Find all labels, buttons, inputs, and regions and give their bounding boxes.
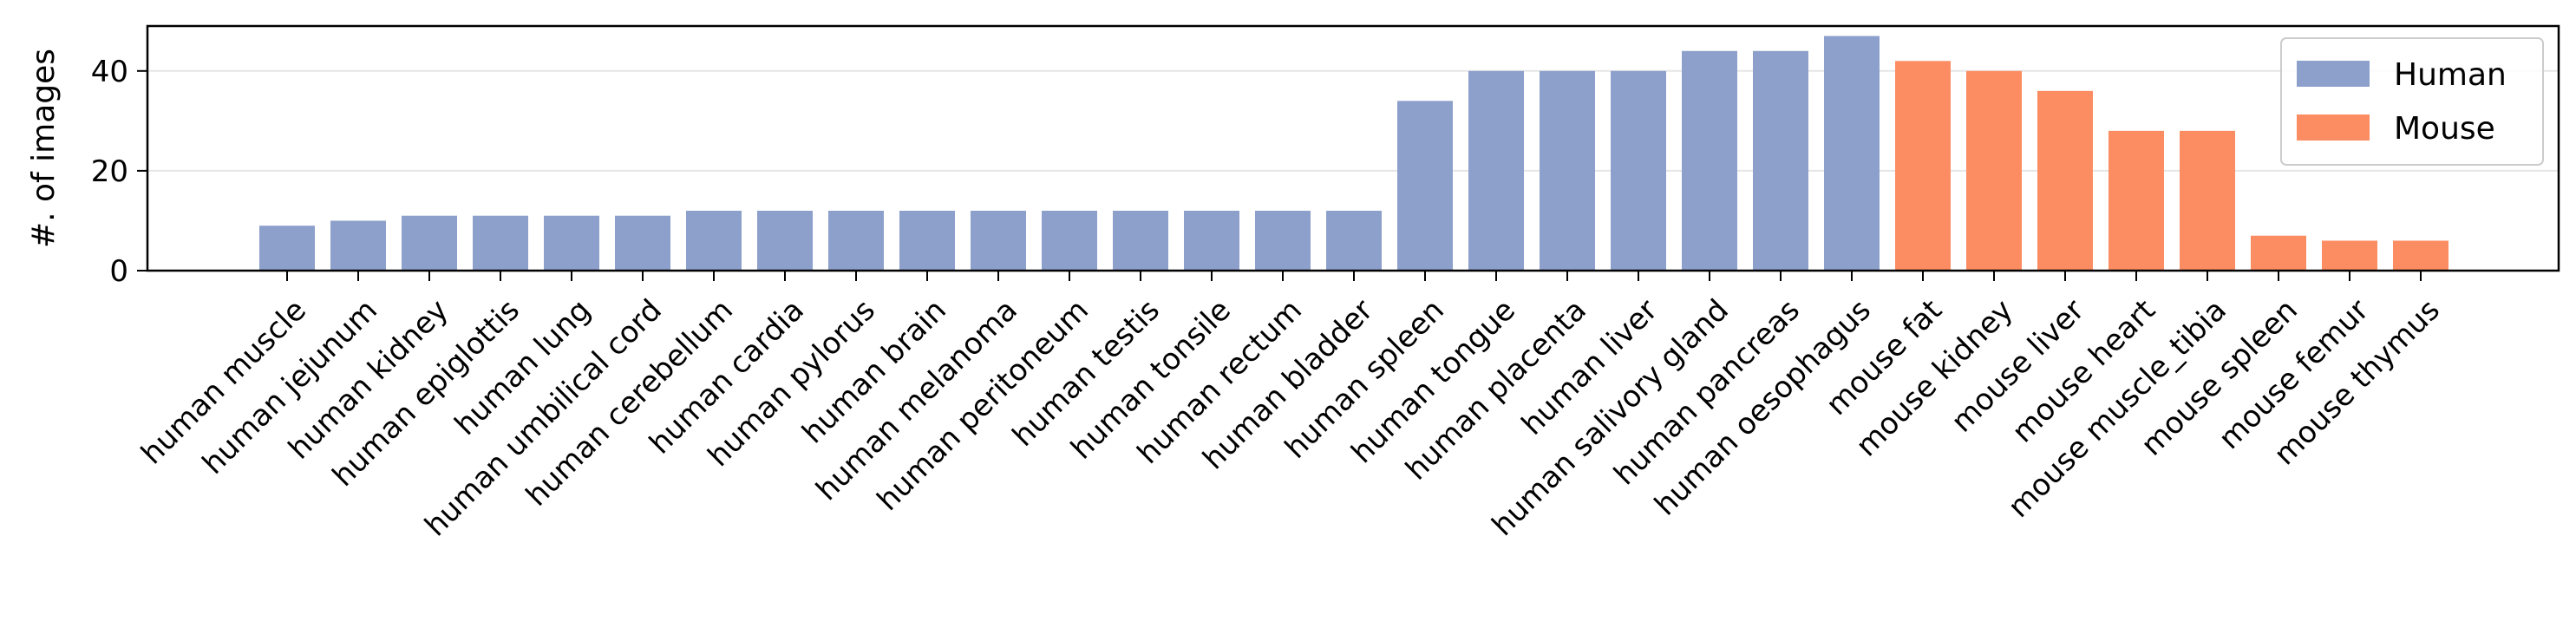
y-tick-label: 40 <box>91 55 128 89</box>
bar <box>1611 70 1666 271</box>
bars <box>259 36 2449 271</box>
bar <box>2393 240 2449 271</box>
y-axis-ticks: 0 20 40 <box>91 55 147 289</box>
bar <box>971 210 1026 271</box>
bar <box>330 220 386 271</box>
bar <box>2109 130 2164 271</box>
bar <box>1753 50 1808 271</box>
bar <box>402 215 457 271</box>
bar <box>899 210 955 271</box>
bar <box>1113 210 1168 271</box>
legend-items: Human Mouse <box>2297 57 2507 147</box>
bar <box>2037 90 2093 271</box>
bar <box>1966 70 2022 271</box>
bar <box>473 215 528 271</box>
legend-label: Human <box>2394 57 2507 93</box>
bar <box>1824 36 1880 271</box>
bar <box>615 215 670 271</box>
legend-swatch <box>2297 61 2370 87</box>
bar <box>1255 210 1311 271</box>
bar <box>1540 70 1595 271</box>
bar <box>2322 240 2377 271</box>
y-tick-label: 20 <box>91 154 128 189</box>
bar <box>2251 235 2306 271</box>
y-tick-label: 0 <box>109 254 128 289</box>
bar <box>259 226 315 271</box>
bar <box>544 215 599 271</box>
bar <box>2180 130 2235 271</box>
bar <box>1397 101 1453 271</box>
bar <box>1042 210 1097 271</box>
bar <box>1682 50 1737 271</box>
bar <box>1895 61 1951 271</box>
bar <box>1326 210 1382 271</box>
bar <box>757 210 813 271</box>
legend-swatch <box>2297 114 2370 141</box>
bar <box>686 210 742 271</box>
bar <box>1184 210 1239 271</box>
legend: Human Mouse <box>2280 37 2544 166</box>
y-axis-title: #. of images <box>26 49 62 248</box>
bar <box>828 210 884 271</box>
bar <box>1468 70 1524 271</box>
legend-label: Mouse <box>2394 111 2495 147</box>
